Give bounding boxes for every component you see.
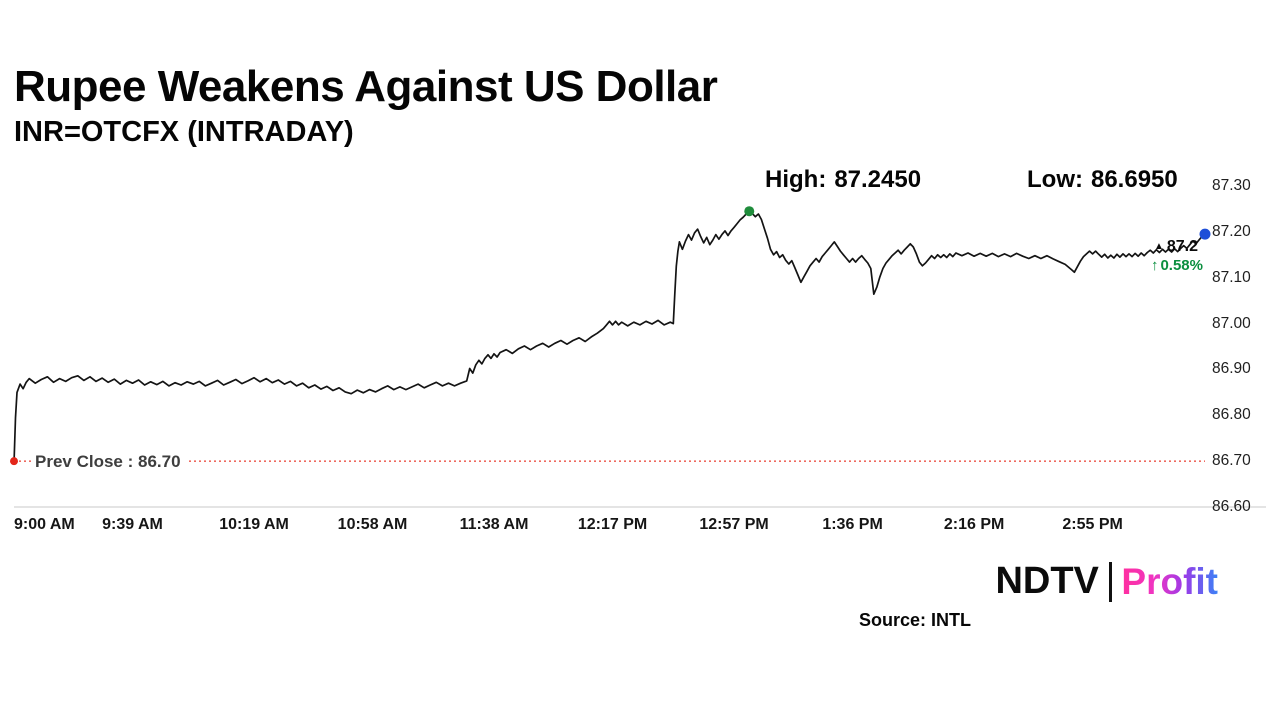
x-axis: 9:00 AM 9:39 AM 10:19 AM 10:58 AM 11:38 AM 12… bbox=[0, 516, 1280, 542]
x-axis-tick-2-55-PM: 2:55 PM bbox=[1062, 516, 1123, 533]
x-axis-tick-1-36-PM: 1:36 PM bbox=[822, 516, 883, 533]
high-label: High: bbox=[765, 166, 827, 193]
instrument-subtitle: INR=OTCFX (INTRADAY) bbox=[14, 116, 354, 148]
brand-logo: NDTV Profit bbox=[995, 560, 1218, 603]
x-axis-tick-2-16-PM: 2:16 PM bbox=[943, 516, 1005, 533]
x-axis-tick-10-58-AM: 10:58 AM bbox=[337, 516, 408, 533]
price-line bbox=[13, 210, 1206, 465]
change-percent-annotation: ↑ 0.58% bbox=[1070, 257, 1203, 274]
x-axis-tick-9-39-AM: 9:39 AM bbox=[102, 516, 163, 533]
session-high-stat: High: 87.2450 bbox=[765, 166, 921, 194]
x-axis-tick-9-00-AM: 9:00 AM bbox=[14, 516, 75, 533]
low-label: Low: bbox=[1027, 166, 1083, 193]
prev-close-dot bbox=[10, 457, 18, 466]
x-axis-tick-12-17-PM: 12:17 PM bbox=[577, 516, 648, 533]
x-axis-tick-12-57-PM: 12:57 PM bbox=[699, 516, 769, 533]
change-percent-value: 0.58% bbox=[1160, 257, 1203, 274]
profit-logo: Profit bbox=[1121, 560, 1218, 602]
x-axis-tick-11-38-AM: 11:38 AM bbox=[459, 516, 529, 533]
source-label: Source: INTL bbox=[858, 610, 971, 630]
ndtv-logo: NDTV bbox=[995, 560, 1099, 602]
last-price-dot bbox=[1199, 228, 1211, 240]
price-up-triangle-icon: ▲ bbox=[1153, 241, 1164, 252]
session-low-stat: Low: 86.6950 bbox=[1027, 166, 1178, 194]
last-price-value: 87.2 bbox=[1166, 238, 1198, 255]
last-price-annotation: ▲ 87.2 bbox=[1070, 238, 1198, 256]
x-axis-tick-10-19-AM: 10:19 AM bbox=[219, 516, 289, 533]
low-value: 86.6950 bbox=[1090, 166, 1178, 193]
session-high-dot bbox=[744, 206, 755, 217]
prev-close-label: Prev Close : 86.70 bbox=[33, 452, 186, 472]
brand-divider bbox=[1108, 561, 1113, 602]
high-value: 87.2450 bbox=[834, 166, 922, 193]
page-title: Rupee Weakens Against US Dollar bbox=[14, 62, 718, 111]
change-up-arrow-icon: ↑ bbox=[1150, 257, 1159, 274]
